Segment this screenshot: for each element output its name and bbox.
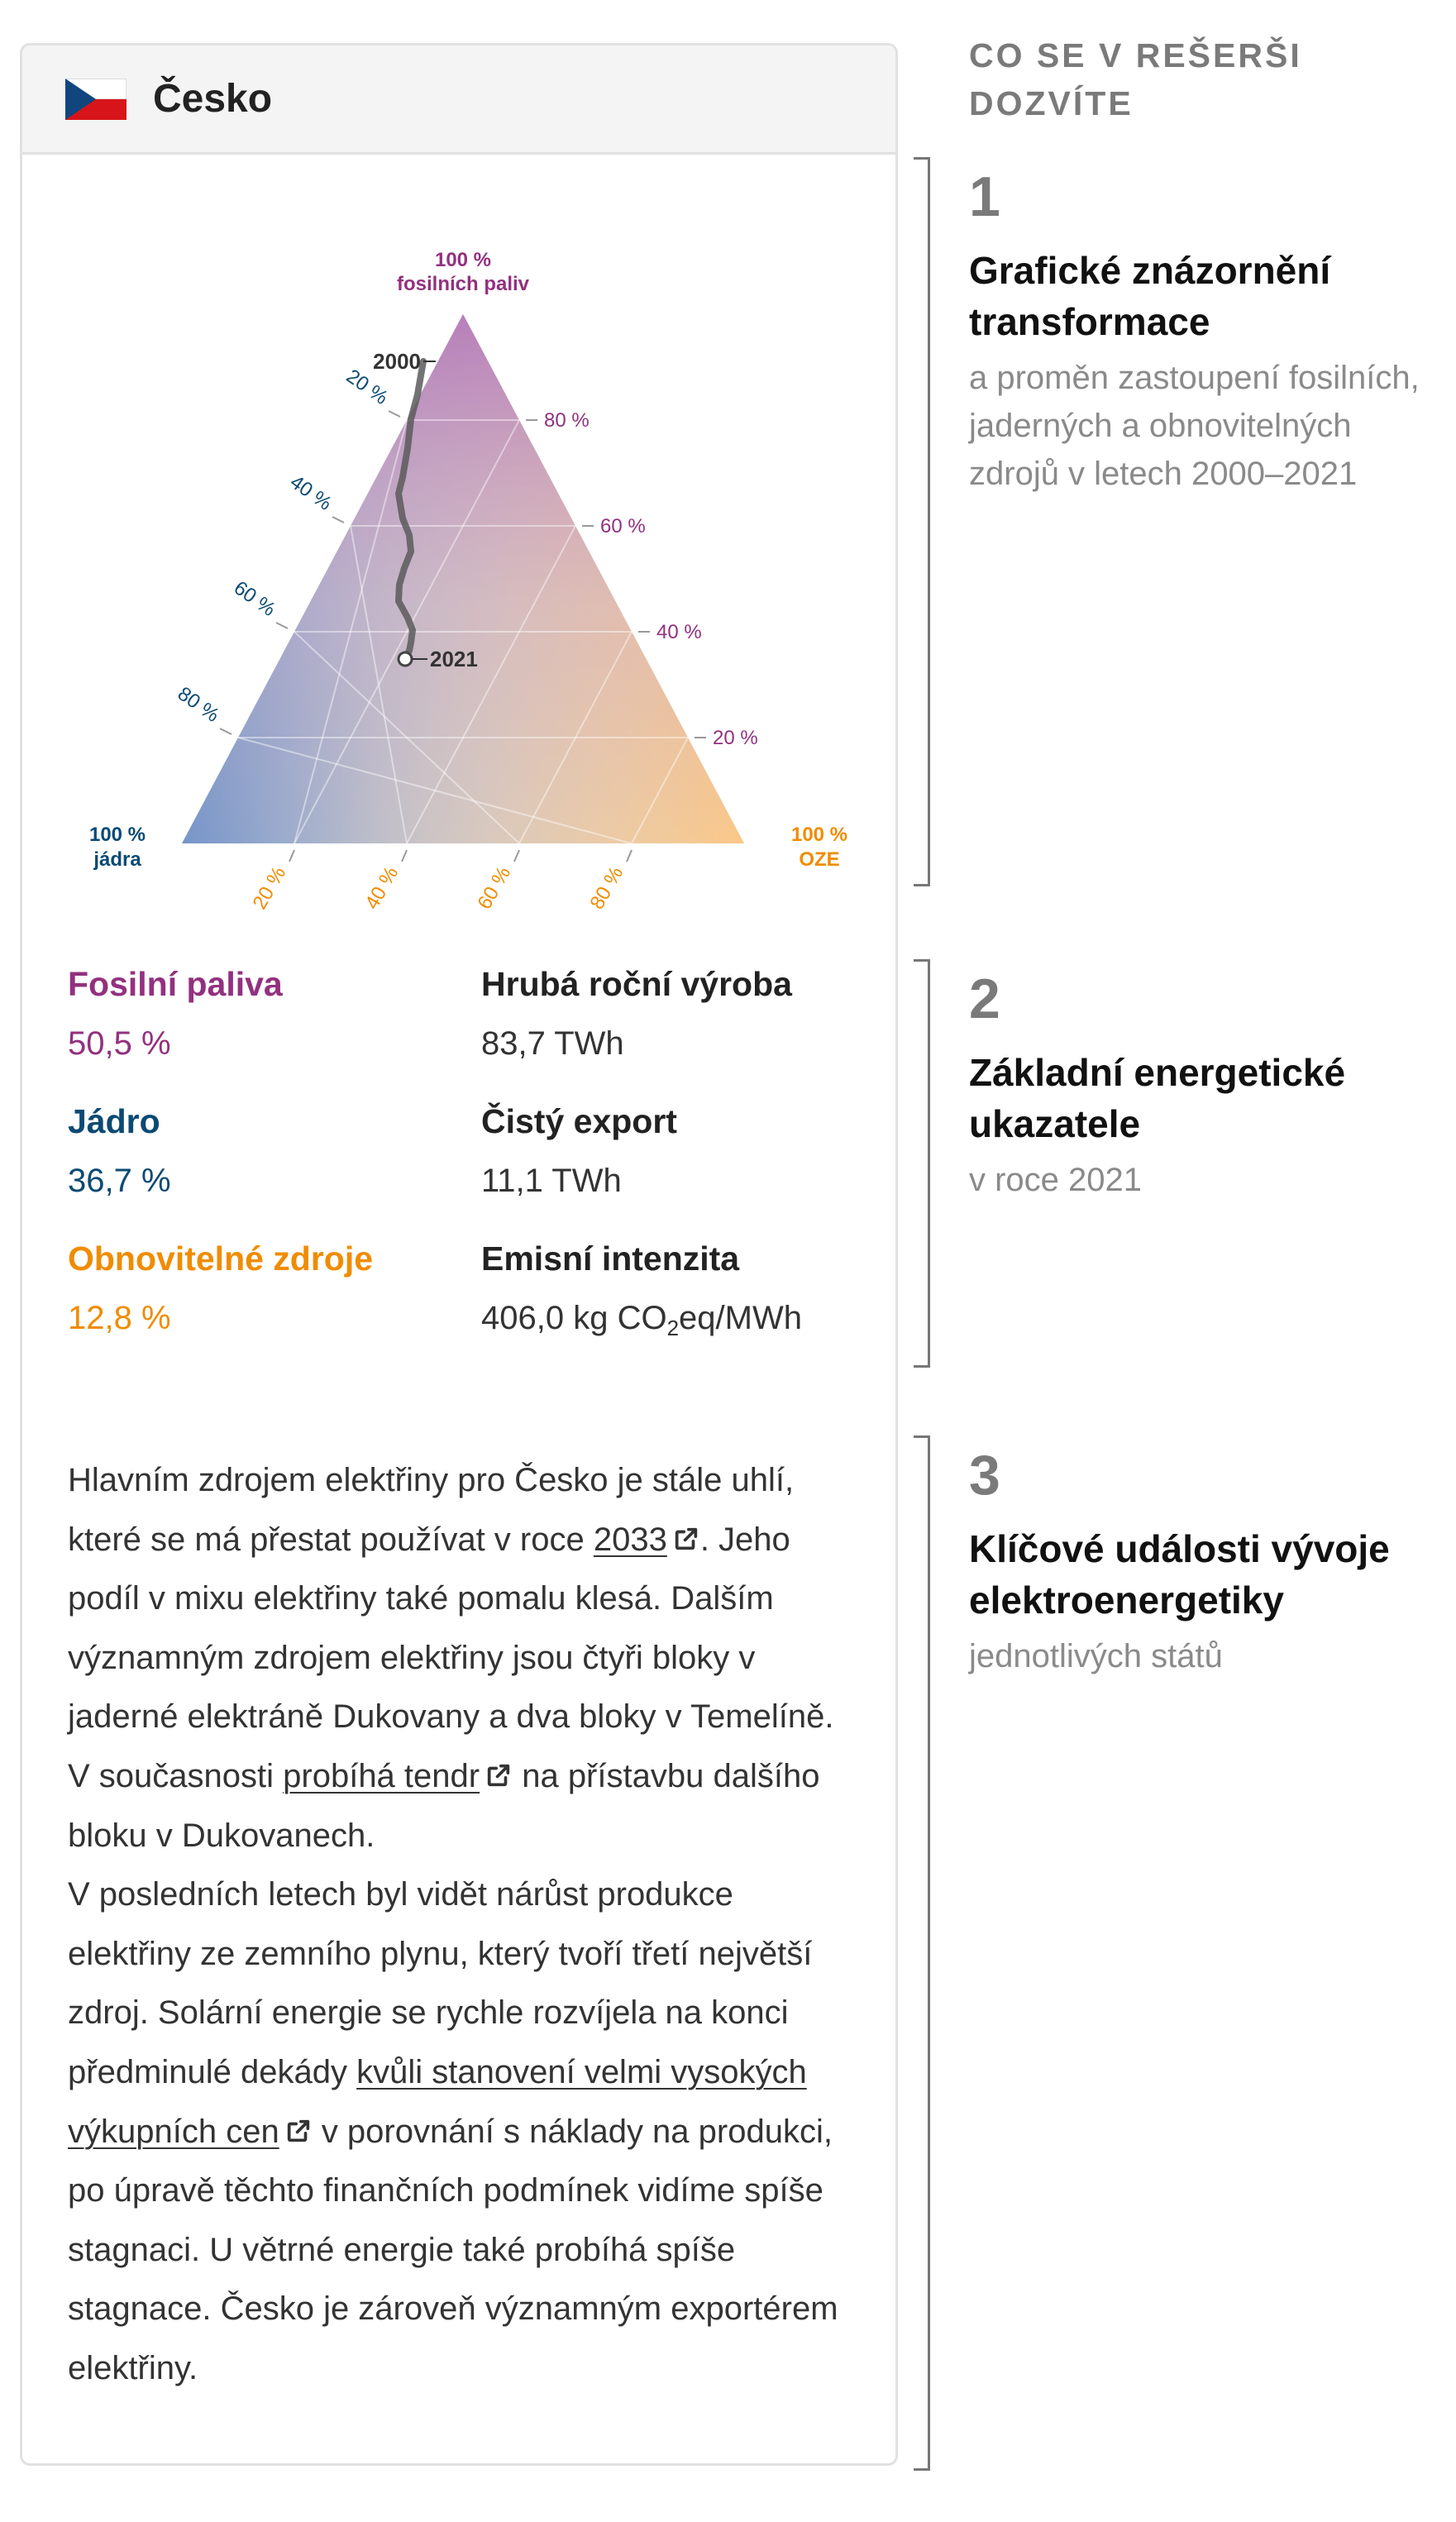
link-2033[interactable]: 2033 [593, 1521, 667, 1558]
tick-label-left: 60 % [230, 576, 279, 620]
left-corner-sublabel: jádra [93, 848, 141, 871]
external-link-icon[interactable] [284, 2105, 313, 2142]
tick-mark-bottom [513, 849, 520, 862]
top-corner-sublabel: fosilních paliv [397, 273, 530, 295]
stat-fossil-label: Fosilní paliva [68, 965, 283, 1003]
tick-label-left: 40 % [286, 470, 336, 514]
tick-label-bottom: 40 % [360, 863, 403, 914]
tick-label-bottom: 20 % [248, 863, 290, 914]
tick-mark-bottom [626, 849, 633, 862]
stat-fossil: Fosilní paliva 50,5 % [68, 963, 448, 1064]
grid-line-renewable [294, 631, 520, 844]
grid-line-nuclear [294, 419, 520, 844]
grid-line-renewable [350, 525, 408, 844]
grid-line-nuclear [518, 631, 633, 844]
right-corner-label: 100 % [791, 824, 847, 846]
section-number: 3 [969, 1444, 1000, 1507]
stat-gross-label: Hrubá roční výroba [481, 965, 792, 1003]
tick-label-bottom: 80 % [585, 863, 628, 914]
tick-mark-left [275, 622, 289, 629]
grid-line-nuclear [406, 525, 576, 844]
stat-renewable-value: 12,8 % [68, 1300, 171, 1336]
stat-emission-label: Emisní intenzita [481, 1240, 740, 1278]
section-subtitle: a proměn zastoupení fosilních, jaderných… [969, 360, 1420, 492]
stat-renewable-label: Obnovitelné zdroje [68, 1240, 374, 1278]
end-year-label: 2021 [430, 647, 478, 671]
country-name: Česko [153, 77, 273, 121]
tick-mark-bottom [289, 849, 295, 862]
description-paragraph-2: V posledních letech byl vidět nárůst pro… [68, 1876, 838, 2386]
sidebar-section-2: 2 Základní energetické ukazatele v roce … [969, 966, 1449, 1204]
link-vykupni-ceny[interactable]: kvůli stanovení velmi vysokých výkupních… [68, 2053, 807, 2150]
grid-line-renewable [294, 419, 408, 844]
tick-mark-left [388, 410, 401, 418]
external-link-icon[interactable] [672, 1513, 700, 1550]
section-subtitle: jednotlivých států [969, 1638, 1223, 1674]
stat-net-export: Čistý export 11,1 TWh [481, 1101, 862, 1201]
start-year-label: 2000 [373, 349, 421, 374]
tick-mark-bottom [401, 849, 408, 862]
triangle-background [182, 314, 744, 843]
bracket-3 [914, 1435, 930, 2471]
description-paragraph-1: Hlavním zdrojem elektřiny pro Česko je s… [68, 1462, 834, 1854]
left-corner-label: 100 % [89, 824, 146, 846]
section-title: Grafické znázornění transformace [969, 249, 1331, 343]
section-title: Základní energetické ukazatele [969, 1051, 1346, 1145]
tick-label-right: 60 % [600, 515, 646, 537]
stat-export-value: 11,1 TWh [481, 1163, 622, 1199]
external-link-icon[interactable] [485, 1750, 513, 1787]
stat-gross-production: Hrubá roční výroba 83,7 TWh [481, 963, 862, 1064]
tick-label-right: 40 % [656, 621, 702, 643]
trajectory-path [395, 358, 427, 661]
top-corner-label: 100 % [435, 249, 491, 271]
link-probiha-tendr[interactable]: probíhá tendr [283, 1757, 480, 1794]
stat-emission-value: 406,0 kg CO2eq/MWh [481, 1300, 802, 1340]
bracket-1 [914, 157, 930, 886]
section-title: Klíčové události vývoje elektroenergetik… [969, 1527, 1390, 1622]
sidebar-heading: CO SE V REŠERŠI DOZVÍTE [969, 36, 1302, 122]
grid-line-nuclear [631, 737, 689, 844]
sidebar-section-3: 3 Klíčové události vývoje elektroenerget… [969, 1442, 1449, 1680]
stat-fossil-value: 50,5 % [68, 1025, 171, 1062]
section-subtitle: v roce 2021 [969, 1162, 1143, 1198]
stat-nuclear-value: 36,7 % [68, 1163, 171, 1199]
card-header: Česko [22, 45, 895, 155]
tick-label-bottom: 60 % [473, 863, 515, 914]
end-point-marker [397, 651, 413, 667]
tick-label-right: 20 % [713, 727, 758, 749]
stat-nuclear: Jádro 36,7 % [68, 1101, 448, 1201]
stat-export-label: Čistý export [481, 1102, 677, 1140]
country-card: Česko [20, 43, 898, 2466]
stat-renewable: Obnovitelné zdroje 12,8 % [68, 1238, 448, 1339]
section-number: 1 [969, 165, 1000, 228]
right-corner-sublabel: OZE [799, 848, 839, 871]
stat-emission-intensity: Emisní intenzita 406,0 kg CO2eq/MWh [481, 1238, 862, 1339]
section-number: 2 [969, 967, 1000, 1030]
sidebar-section-1: 1 Grafické znázornění transformace a pro… [969, 164, 1449, 498]
tick-label-right: 80 % [544, 409, 590, 432]
tick-mark-left [219, 728, 232, 735]
country-description: Hlavním zdrojem elektřiny pro Česko je s… [68, 1451, 862, 2399]
grid-line-renewable [237, 737, 633, 844]
stat-gross-value: 83,7 TWh [481, 1025, 624, 1062]
stat-nuclear-label: Jádro [68, 1102, 160, 1140]
energy-stats: Fosilní paliva 50,5 % Jádro 36,7 % Obnov… [68, 963, 862, 1426]
tick-label-left: 80 % [174, 682, 223, 726]
ternary-chart: 20 %40 %60 %80 %80 %60 %40 %20 %20 % 40 %… [89, 249, 847, 914]
czech-flag-icon [65, 78, 127, 120]
triangle-grid [237, 419, 689, 844]
bracket-2 [914, 959, 930, 1368]
tick-mark-left [332, 516, 345, 523]
